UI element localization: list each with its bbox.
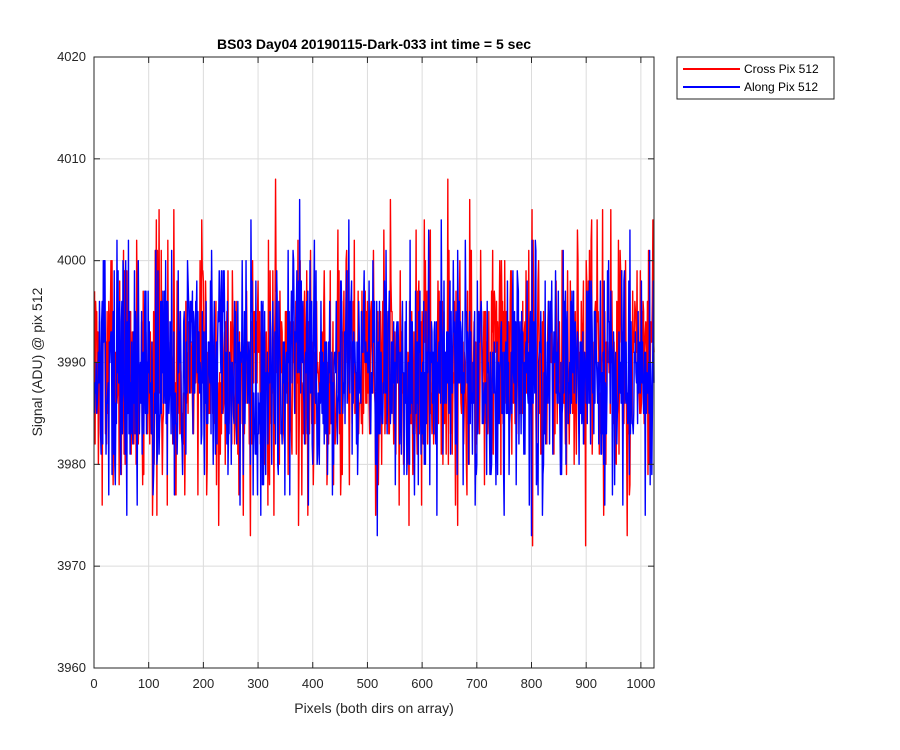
y-tick-label: 3960 — [57, 660, 86, 675]
x-tick-label: 1000 — [626, 676, 655, 691]
x-tick-label: 0 — [90, 676, 97, 691]
x-tick-label: 700 — [466, 676, 488, 691]
x-tick-label: 800 — [521, 676, 543, 691]
legend-box — [676, 56, 835, 100]
y-tick-label: 4020 — [57, 49, 86, 64]
y-axis-label: Signal (ADU) @ pix 512 — [29, 287, 45, 436]
x-tick-label: 200 — [193, 676, 215, 691]
y-tick-label: 3990 — [57, 355, 86, 370]
y-tick-label: 4000 — [57, 253, 86, 268]
x-tick-label: 100 — [138, 676, 160, 691]
series-layer — [93, 178, 655, 547]
x-axis-label: Pixels (both dirs on array) — [294, 700, 454, 716]
y-tick-label: 4010 — [57, 151, 86, 166]
y-tick-label: 3980 — [57, 456, 86, 471]
x-tick-label: 500 — [357, 676, 379, 691]
ticks: 0 100 200 300 400 500 600 700 800 900 1000 3960 3970… — [57, 49, 655, 691]
legend: Cross Pix 512 Along Pix 512 — [676, 56, 835, 100]
legend-entry-along: Along Pix 512 — [744, 80, 818, 94]
x-tick-label: 900 — [575, 676, 597, 691]
x-tick-label: 300 — [247, 676, 269, 691]
chart-title: BS03 Day04 20190115-Dark-033 int time = … — [217, 36, 531, 52]
x-tick-label: 600 — [411, 676, 433, 691]
series-line-along-pix-512 — [93, 198, 655, 537]
x-tick-label: 400 — [302, 676, 324, 691]
y-tick-label: 3970 — [57, 558, 86, 573]
legend-entry-cross: Cross Pix 512 — [744, 62, 819, 76]
